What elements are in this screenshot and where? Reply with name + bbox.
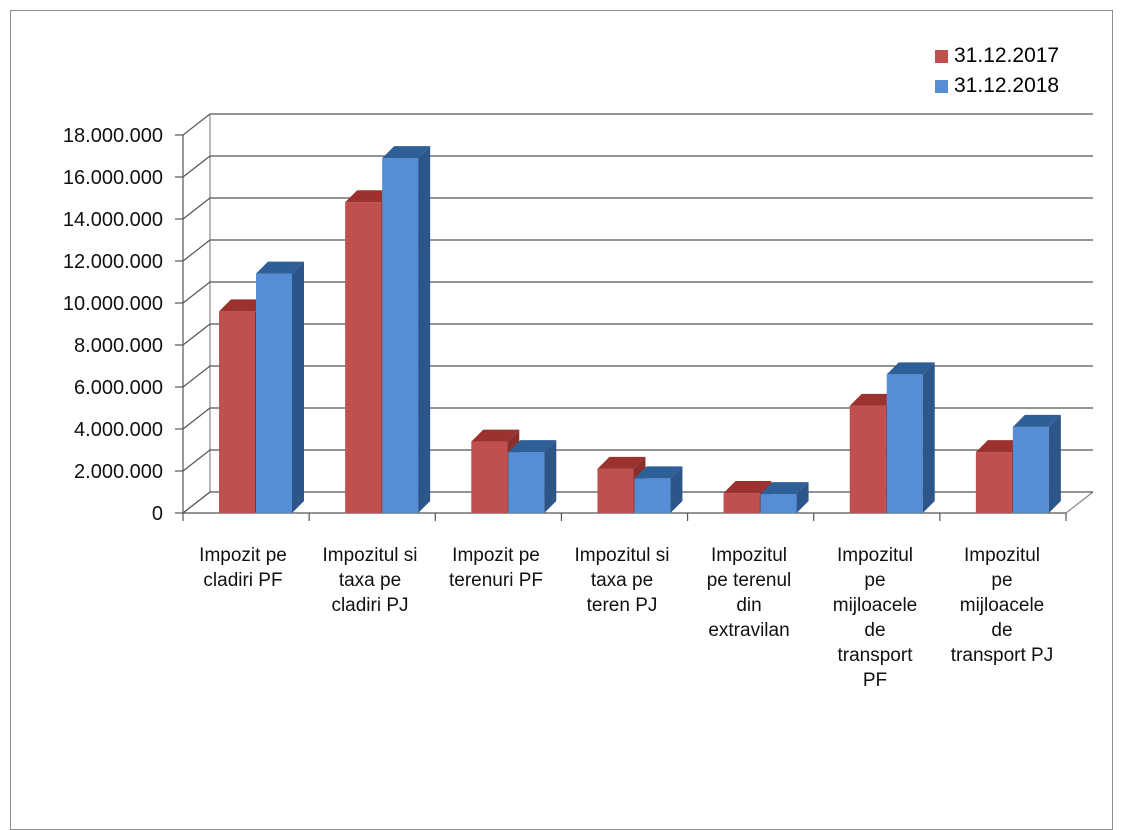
bar-top-c0-s0 <box>219 299 267 312</box>
grid-diagonal-9 <box>182 113 211 136</box>
bar-front-c1-s1 <box>382 158 419 513</box>
bar-front-c0-s1 <box>256 273 292 513</box>
bar-top-c2-s1 <box>508 440 557 453</box>
grid-diagonal-2 <box>182 407 211 430</box>
bar-side-c2-s1 <box>544 440 557 513</box>
bar-front-c2-s1 <box>508 452 545 513</box>
bar-front-c0-s0 <box>219 311 255 513</box>
grid-diagonal-6 <box>182 239 211 262</box>
bar-top-c1-s0 <box>345 190 394 203</box>
y-tick-label-9: 18.000.000 <box>63 125 163 147</box>
category-label-impozit-cladiri-pf: Impozit pe cladiri PF <box>199 545 287 591</box>
bar-top-c6-s0 <box>975 440 1024 453</box>
y-tick-label-4: 8.000.000 <box>74 335 163 357</box>
bar-front-c4-s0 <box>723 493 760 513</box>
bar-front-c1-s0 <box>345 202 382 513</box>
bar-top-c0-s1 <box>256 261 304 274</box>
category-label-impozit-transport-pf: Impozitul pe mijloacele de transport PF <box>832 545 918 691</box>
legend-item-2018: 31.12.2018 <box>935 71 1059 101</box>
floor-right-edge <box>1065 491 1094 514</box>
chart-canvas: 0 2.000.000 4.000.000 6.000.000 8.000.000 10.… <box>63 113 1094 525</box>
y-tick-label-1: 2.000.000 <box>74 461 163 483</box>
bar-front-c5-s0 <box>849 405 886 513</box>
category-label-impozit-teren-extravilan: Impozitul pe terenul din extravilan <box>706 545 792 641</box>
bar-side-c5-s1 <box>922 362 935 513</box>
bar-top-c3-s0 <box>597 456 646 469</box>
bar-top-c2-s0 <box>471 429 520 442</box>
bar-side-c0-s1 <box>292 261 304 513</box>
y-tick-label-8: 16.000.000 <box>63 167 163 189</box>
grid-diagonal-3 <box>182 365 211 388</box>
bar-side-c6-s1 <box>1048 414 1061 513</box>
legend: 31.12.2017 31.12.2018 <box>935 41 1059 101</box>
bar-front-c4-s1 <box>760 494 797 513</box>
y-tick-label-7: 14.000.000 <box>63 209 163 231</box>
category-label-impozit-terenuri-pf: Impozit pe terenuri PF <box>449 545 543 591</box>
bar-side-c3-s1 <box>670 466 683 513</box>
bar-side-c4-s1 <box>796 482 809 513</box>
grid-diagonal-4 <box>182 323 211 346</box>
bar-front-c6-s1 <box>1012 426 1049 513</box>
legend-item-2017: 31.12.2017 <box>935 41 1059 71</box>
grid-diagonal-7 <box>182 197 211 220</box>
category-label-impozit-taxa-cladiri-pj: Impozitul si taxa pe cladiri PJ <box>322 545 418 616</box>
bar-front-c2-s0 <box>471 441 508 513</box>
bar-top-c1-s1 <box>382 146 431 159</box>
bar-top-c3-s1 <box>634 466 683 479</box>
y-tick-label-2: 4.000.000 <box>74 419 163 441</box>
y-tick-label-3: 6.000.000 <box>74 377 163 399</box>
legend-swatch-2018 <box>935 79 948 93</box>
legend-swatch-2017 <box>935 49 948 63</box>
y-tick-label-5: 10.000.000 <box>63 293 163 315</box>
category-label-impozit-taxa-teren-pj: Impozitul si taxa pe teren PJ <box>574 545 670 616</box>
bar-side-c1-s1 <box>418 146 431 513</box>
legend-label-2018: 31.12.2018 <box>954 74 1060 97</box>
chart-frame: 0 2.000.000 4.000.000 6.000.000 8.000.000 10.… <box>10 10 1113 830</box>
bar-top-c4-s0 <box>723 481 772 494</box>
bar-front-c3-s1 <box>634 478 671 513</box>
bar-front-c5-s1 <box>886 374 923 513</box>
grid-diagonal-8 <box>182 155 211 178</box>
bar-top-c6-s1 <box>1012 414 1061 427</box>
category-label-impozit-transport-pj: Impozitul pe mijloacele de transport PJ <box>950 545 1054 666</box>
grid-diagonal-1 <box>182 449 211 472</box>
grid-diagonal-0 <box>182 491 211 514</box>
bar-top-c5-s0 <box>849 393 898 406</box>
bar-top-c4-s1 <box>760 482 809 495</box>
legend-label-2017: 31.12.2017 <box>954 44 1060 67</box>
bar-front-c6-s0 <box>975 452 1012 513</box>
bar-front-c3-s0 <box>597 468 634 513</box>
bar-top-c5-s1 <box>886 362 935 375</box>
grid-diagonal-5 <box>182 281 211 304</box>
y-tick-label-6: 12.000.000 <box>63 251 163 273</box>
y-tick-label-0: 0 <box>152 503 163 525</box>
